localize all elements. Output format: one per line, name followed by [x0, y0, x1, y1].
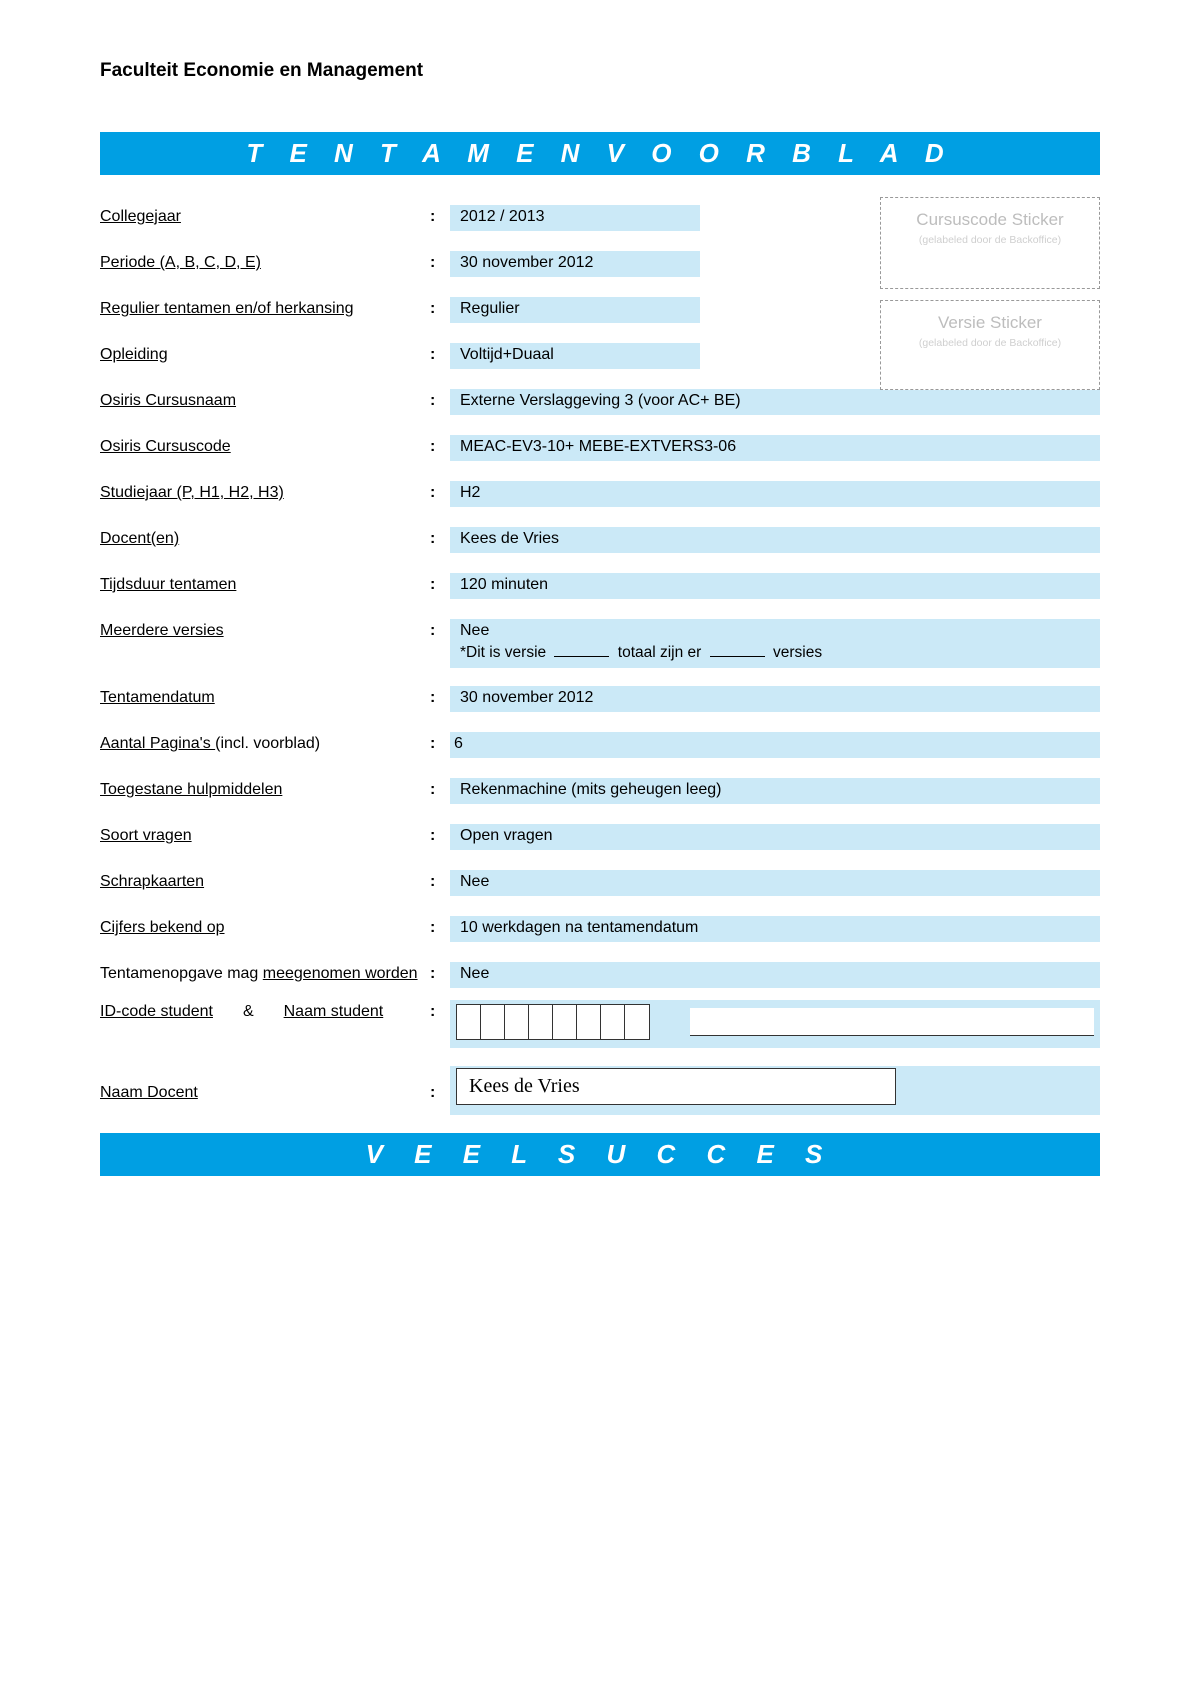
value: 6 [450, 732, 1100, 758]
meerdere-value: Nee [460, 622, 1090, 640]
label: Soort vragen [100, 827, 192, 844]
colon: : [430, 343, 450, 364]
label: Naam Docent [100, 1084, 198, 1101]
sticker-subtitle: (gelabeled door de Backoffice) [887, 234, 1093, 246]
colon: : [430, 527, 450, 548]
label: Docent(en) [100, 530, 179, 547]
label: Opleiding [100, 346, 168, 363]
colon: : [430, 297, 450, 318]
colon: : [430, 435, 450, 456]
colon: : [430, 824, 450, 845]
colon: : [430, 870, 450, 891]
colon: : [430, 205, 450, 226]
value: MEAC-EV3-10+ MEBE-EXTVERS3-06 [450, 435, 1100, 461]
label: Osiris Cursuscode [100, 438, 231, 455]
colon: : [430, 251, 450, 272]
row-osiris-code: Osiris Cursuscode : MEAC-EV3-10+ MEBE-EX… [100, 435, 1100, 463]
value: Voltijd+Duaal [450, 343, 700, 369]
student-name-line [690, 1008, 1094, 1036]
row-studiejaar: Studiejaar (P, H1, H2, H3) : H2 [100, 481, 1100, 509]
meerdere-subline: *Dit is versie totaal zijn er versies [460, 644, 1090, 662]
value: 120 minuten [450, 573, 1100, 599]
row-meerdere: Meerdere versies : Nee *Dit is versie to… [100, 619, 1100, 668]
blank-totaal [710, 656, 765, 657]
row-cijfers: Cijfers bekend op : 10 werkdagen na tent… [100, 916, 1100, 944]
blank-versie [554, 656, 609, 657]
row-meegenomen: Tentamenopgave mag meegenomen worden : N… [100, 962, 1100, 990]
value: Open vragen [450, 824, 1100, 850]
label: Studiejaar (P, H1, H2, H3) [100, 484, 284, 501]
value: Nee [450, 962, 1100, 988]
label: Tentamenopgave mag meegenomen worden [100, 962, 430, 983]
value: H2 [450, 481, 1100, 507]
label: Tijdsduur tentamen [100, 576, 236, 593]
colon: : [430, 778, 450, 799]
value: Kees de Vries [450, 527, 1100, 553]
id-code-boxes [456, 1004, 650, 1040]
value: Kees de Vries [450, 1066, 1100, 1115]
value: 30 november 2012 [450, 251, 700, 277]
colon: : [430, 916, 450, 937]
value: Nee *Dit is versie totaal zijn er versie… [450, 619, 1100, 668]
versie-sticker-box: Versie Sticker (gelabeled door de Backof… [880, 300, 1100, 390]
row-osiris-naam: Osiris Cursusnaam : Externe Verslaggevin… [100, 389, 1100, 417]
row-hulpmiddelen: Toegestane hulpmiddelen : Rekenmachine (… [100, 778, 1100, 806]
sticker-subtitle: (gelabeled door de Backoffice) [887, 337, 1093, 349]
label: Schrapkaarten [100, 873, 204, 890]
label: ID-code student & Naam student [100, 1000, 430, 1021]
label: Collegejaar [100, 208, 181, 225]
value: Regulier [450, 297, 700, 323]
colon: : [430, 619, 450, 640]
value: Rekenmachine (mits geheugen leeg) [450, 778, 1100, 804]
row-tijdsduur: Tijdsduur tentamen : 120 minuten [100, 573, 1100, 601]
colon: : [430, 1066, 450, 1102]
row-paginas: Aantal Pagina's (incl. voorblad) : 6 [100, 732, 1100, 760]
title-banner: T E N T A M E N V O O R B L A D [100, 132, 1100, 175]
label: Regulier tentamen en/of herkansing [100, 300, 354, 317]
label: Meerdere versies [100, 622, 224, 639]
label: Cijfers bekend op [100, 919, 225, 936]
value: 30 november 2012 [450, 686, 1100, 712]
row-naam-docent: Naam Docent : Kees de Vries [100, 1066, 1100, 1115]
colon: : [430, 389, 450, 410]
colon: : [430, 573, 450, 594]
label: Toegestane hulpmiddelen [100, 781, 282, 798]
docent-name-box: Kees de Vries [456, 1068, 896, 1105]
sticker-title: Cursuscode Sticker [887, 210, 1093, 230]
row-schrapkaarten: Schrapkaarten : Nee [100, 870, 1100, 898]
label: Periode (A, B, C, D, E) [100, 254, 261, 271]
faculty-title: Faculteit Economie en Management [100, 60, 1100, 82]
row-id-student: ID-code student & Naam student : [100, 1000, 1100, 1048]
sticker-title: Versie Sticker [887, 313, 1093, 333]
value [450, 1000, 1100, 1048]
value: Externe Verslaggeving 3 (voor AC+ BE) [450, 389, 1100, 415]
colon: : [430, 732, 450, 753]
colon: : [430, 962, 450, 983]
colon: : [430, 686, 450, 707]
row-tentamendatum: Tentamendatum : 30 november 2012 [100, 686, 1100, 714]
value: 2012 / 2013 [450, 205, 700, 231]
colon: : [430, 1000, 450, 1021]
row-soort-vragen: Soort vragen : Open vragen [100, 824, 1100, 852]
colon: : [430, 481, 450, 502]
label: Aantal Pagina's (incl. voorblad) [100, 732, 430, 753]
label: Osiris Cursusnaam [100, 392, 236, 409]
label: Tentamendatum [100, 689, 215, 706]
footer-banner: V E E L S U C C E S [100, 1133, 1100, 1176]
row-docenten: Docent(en) : Kees de Vries [100, 527, 1100, 555]
value: 10 werkdagen na tentamendatum [450, 916, 1100, 942]
exam-cover-page: Faculteit Economie en Management T E N T… [0, 0, 1200, 1216]
form-area: Cursuscode Sticker (gelabeled door de Ba… [100, 205, 1100, 1115]
value: Nee [450, 870, 1100, 896]
cursuscode-sticker-box: Cursuscode Sticker (gelabeled door de Ba… [880, 197, 1100, 289]
